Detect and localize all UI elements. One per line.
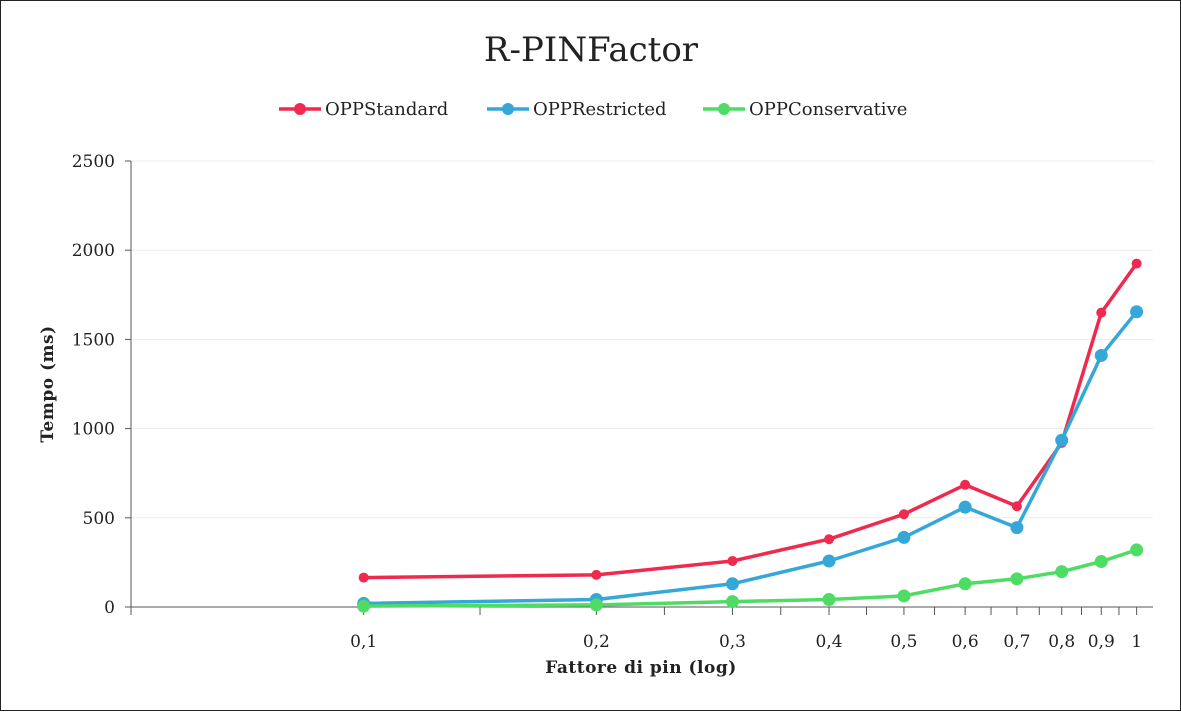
x-tick-label: 1 (1131, 632, 1142, 652)
x-tick-label: 0,8 (1048, 632, 1075, 652)
y-tick-label: 1000 (72, 420, 115, 440)
data-point (824, 534, 834, 544)
x-tick-label: 0,5 (890, 632, 917, 652)
x-tick-label: 0,6 (952, 632, 979, 652)
y-axis-title: Tempo (ms) (38, 325, 58, 442)
x-tick-label: 0,4 (816, 632, 843, 652)
data-point (1012, 501, 1022, 511)
data-point (591, 570, 601, 580)
x-tick-label: 0,9 (1088, 632, 1115, 652)
data-point (590, 598, 603, 611)
chart-title: R-PINFactor (484, 30, 699, 70)
data-point (1055, 434, 1068, 447)
data-point (726, 577, 739, 590)
legend-label: OPPConservative (749, 99, 907, 120)
legend: OPPStandard OPPRestricted OPPConservative (279, 99, 907, 120)
x-tick-label: 0,3 (719, 632, 746, 652)
y-tick-label: 1500 (72, 330, 115, 350)
x-tick-label: 0,2 (583, 632, 610, 652)
data-point (1130, 305, 1143, 318)
data-point (959, 577, 972, 590)
data-point (1132, 259, 1142, 269)
series-OPPRestricted (357, 305, 1143, 610)
data-point (899, 509, 909, 519)
y-tick-label: 2000 (72, 241, 115, 261)
data-point (1010, 521, 1023, 534)
gridlines (131, 161, 1153, 518)
y-tick-label: 0 (104, 598, 115, 618)
legend-item: OPPRestricted (487, 99, 667, 120)
y-tick-label: 2500 (72, 152, 115, 172)
data-point (823, 554, 836, 567)
series-OPPStandard (359, 259, 1142, 583)
axes: 0 500 1000 1500 2000 2500 0,1 0,2 0,3 0,4 0,5 0,6 0,… (72, 152, 1153, 652)
legend-label: OPPRestricted (533, 99, 667, 120)
data-point (959, 501, 972, 514)
legend-swatch-marker (294, 103, 306, 115)
legend-label: OPPStandard (325, 99, 448, 120)
data-point (357, 600, 370, 613)
x-axis-title: Fattore di pin (log) (545, 658, 737, 678)
y-tick-label: 500 (83, 509, 115, 529)
data-point (1130, 543, 1143, 556)
x-tick-label: 0,7 (1003, 632, 1030, 652)
data-point (1010, 572, 1023, 585)
legend-item: OPPConservative (703, 99, 907, 120)
data-point (1095, 555, 1108, 568)
legend-item: OPPStandard (279, 99, 448, 120)
data-point (823, 593, 836, 606)
data-point (1095, 349, 1108, 362)
series-group (357, 259, 1143, 613)
data-point (1055, 565, 1068, 578)
legend-swatch-marker (718, 103, 730, 115)
data-point (727, 556, 737, 566)
data-point (897, 531, 910, 544)
data-point (1096, 308, 1106, 318)
data-point (726, 595, 739, 608)
data-point (897, 589, 910, 602)
data-point (359, 573, 369, 583)
legend-swatch-marker (502, 103, 514, 115)
x-tick-label: 0,1 (350, 632, 377, 652)
series-line (364, 312, 1137, 604)
data-point (960, 480, 970, 490)
